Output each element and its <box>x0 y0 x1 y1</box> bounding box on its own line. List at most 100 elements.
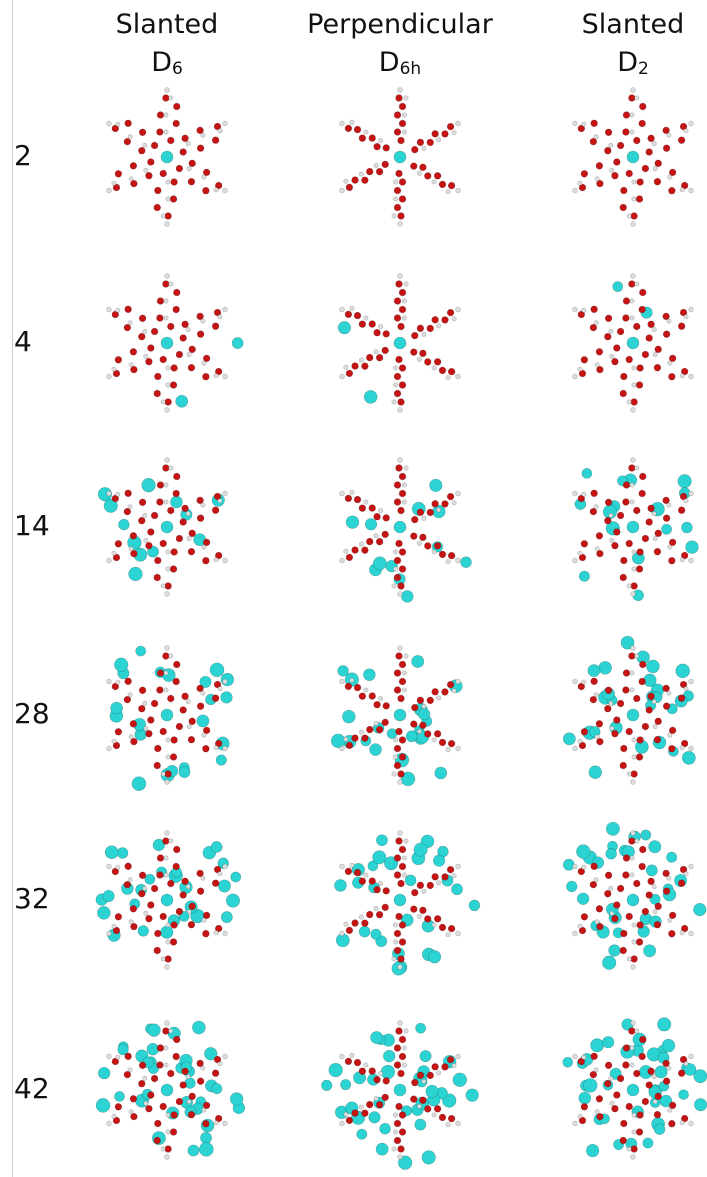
ion <box>420 1050 431 1061</box>
hydrogen-atom <box>344 179 348 183</box>
oxygen-carbon-atom <box>432 873 439 880</box>
hydrogen-atom <box>456 679 461 684</box>
hydrogen-atom <box>456 121 461 126</box>
oxygen-carbon-atom <box>147 529 154 536</box>
oxygen-carbon-atom <box>115 728 122 735</box>
hydrogen-atom <box>398 780 403 785</box>
oxygen-carbon-atom <box>157 1045 164 1052</box>
oxygen-carbon-atom <box>399 678 406 685</box>
hydrogen-atom <box>609 886 613 890</box>
oxygen-carbon-atom <box>617 885 624 892</box>
oxygen-carbon-atom <box>622 315 629 322</box>
oxygen-carbon-atom <box>156 1062 163 1069</box>
oxygen-carbon-atom <box>633 880 640 887</box>
oxygen-carbon-atom <box>612 915 619 922</box>
hydrogen-atom <box>594 135 598 139</box>
ion <box>340 1079 351 1090</box>
ion <box>657 1018 671 1032</box>
oxygen-carbon-atom <box>613 902 620 909</box>
molecule-grid <box>0 0 707 1177</box>
hydrogen-atom <box>398 831 403 836</box>
hydrogen-atom <box>374 721 378 725</box>
oxygen-carbon-atom <box>346 1117 353 1124</box>
oxygen-carbon-atom <box>655 718 662 725</box>
hydrogen-atom <box>667 319 671 323</box>
central-ion <box>394 709 406 721</box>
oxygen-carbon-atom <box>160 1103 167 1110</box>
oxygen-carbon-atom <box>605 499 612 506</box>
hydrogen-atom <box>452 873 456 877</box>
hydrogen-atom <box>667 1066 671 1070</box>
hydrogen-atom <box>689 1054 694 1059</box>
hydrogen-atom <box>689 188 694 193</box>
oxygen-carbon-atom <box>636 382 643 389</box>
hydrogen-atom <box>186 511 190 515</box>
hydrogen-atom <box>594 878 598 882</box>
oxygen-carbon-atom <box>173 1036 180 1043</box>
hydrogen-atom <box>594 505 598 509</box>
hydrogen-atom <box>402 1063 406 1067</box>
oxygen-carbon-atom <box>648 135 655 142</box>
oxygen-carbon-atom <box>648 693 655 700</box>
oxygen-carbon-atom <box>188 364 195 371</box>
oxygen-carbon-atom <box>410 533 417 540</box>
hydrogen-atom <box>402 113 406 117</box>
hydrogen-atom <box>186 699 190 703</box>
oxygen-carbon-atom <box>678 507 685 514</box>
oxygen-carbon-atom <box>648 878 655 885</box>
oxygen-carbon-atom <box>151 328 158 335</box>
hydrogen-atom <box>164 688 168 692</box>
hydrogen-atom <box>684 499 688 503</box>
oxygen-carbon-atom <box>359 1068 366 1075</box>
oxygen-carbon-atom <box>180 892 187 899</box>
hydrogen-atom <box>398 274 403 279</box>
hydrogen-atom <box>635 96 639 100</box>
oxygen-carbon-atom <box>399 382 406 389</box>
oxygen-carbon-atom <box>352 920 359 927</box>
oxygen-carbon-atom <box>617 512 624 519</box>
hydrogen-atom <box>112 181 116 185</box>
oxygen-carbon-atom <box>361 547 368 554</box>
oxygen-carbon-atom <box>173 289 180 296</box>
oxygen-carbon-atom <box>394 872 401 879</box>
ion <box>197 715 209 727</box>
hydrogen-atom <box>340 746 345 751</box>
hydrogen-atom <box>165 88 170 93</box>
ion <box>370 1031 382 1043</box>
oxygen-carbon-atom <box>182 878 189 885</box>
oxygen-carbon-atom <box>394 204 401 211</box>
oxygen-carbon-atom <box>410 349 417 356</box>
hydrogen-atom <box>573 188 578 193</box>
oxygen-carbon-atom <box>628 95 635 102</box>
hydrogen-atom <box>128 878 132 882</box>
hydrogen-atom <box>582 308 586 312</box>
oxygen-carbon-atom <box>147 1092 154 1099</box>
ion <box>176 395 188 407</box>
ion <box>694 1098 706 1110</box>
oxygen-carbon-atom <box>622 1062 629 1069</box>
ion <box>681 522 692 533</box>
oxygen-carbon-atom <box>417 882 424 889</box>
hydrogen-atom <box>630 316 634 320</box>
oxygen-carbon-atom <box>398 213 405 220</box>
hydrogen-atom <box>402 316 406 320</box>
oxygen-carbon-atom <box>581 170 588 177</box>
oxygen-carbon-atom <box>165 583 172 590</box>
ion <box>226 894 239 907</box>
oxygen-carbon-atom <box>180 335 187 342</box>
hydrogen-atom <box>161 772 165 776</box>
hydrogen-atom <box>223 491 228 496</box>
oxygen-carbon-atom <box>620 557 627 564</box>
hydrogen-atom <box>573 746 578 751</box>
oxygen-carbon-atom <box>366 168 373 175</box>
oxygen-carbon-atom <box>626 728 633 735</box>
oxygen-carbon-atom <box>180 519 187 526</box>
oxygen-carbon-atom <box>197 145 204 152</box>
hydrogen-atom <box>165 965 170 970</box>
oxygen-carbon-atom <box>146 730 153 737</box>
ion <box>406 731 417 742</box>
oxygen-carbon-atom <box>176 535 183 542</box>
hydrogen-atom <box>187 166 191 170</box>
oxygen-carbon-atom <box>396 913 403 920</box>
oxygen-carbon-atom <box>162 95 169 102</box>
